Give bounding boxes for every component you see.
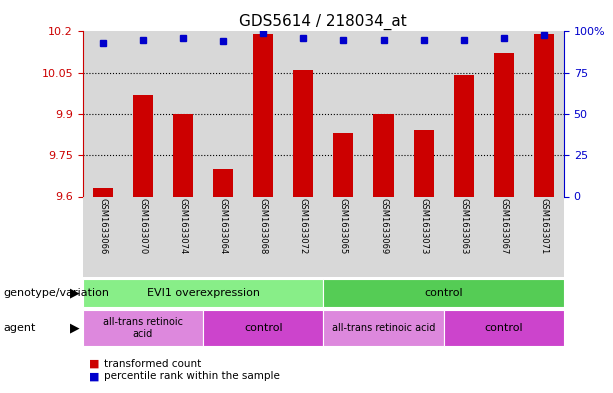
Bar [444,31,484,196]
Bar [203,196,243,277]
Bar [123,31,163,196]
Text: GSM1633066: GSM1633066 [98,198,107,255]
Bar [324,279,564,307]
Bar [524,31,564,196]
Text: control: control [424,288,463,298]
Bar [163,31,203,196]
Text: ■: ■ [89,371,99,382]
Text: all-trans retinoic
acid: all-trans retinoic acid [103,318,183,339]
Bar [123,196,163,277]
Text: GSM1633074: GSM1633074 [178,198,188,254]
Bar [243,31,283,196]
Bar [293,70,313,196]
Bar [324,31,364,196]
Text: agent: agent [3,323,36,333]
Bar [173,114,193,196]
Bar [333,133,354,196]
Bar [403,31,444,196]
Bar [83,196,123,277]
Bar [484,196,524,277]
Text: ▶: ▶ [70,286,80,299]
Bar [364,196,403,277]
Text: GSM1633070: GSM1633070 [139,198,147,254]
Bar [213,169,233,196]
Text: GSM1633071: GSM1633071 [539,198,549,254]
Text: EVI1 overexpression: EVI1 overexpression [147,288,259,298]
Bar [83,310,203,346]
Text: ▶: ▶ [70,321,80,335]
Text: GSM1633073: GSM1633073 [419,198,428,255]
Bar [203,310,324,346]
Bar [93,188,113,196]
Bar [454,75,474,196]
Bar [444,310,564,346]
Bar [494,53,514,196]
Bar [534,34,554,197]
Text: control: control [244,323,283,333]
Text: GSM1633064: GSM1633064 [219,198,227,254]
Bar [414,130,433,196]
Text: all-trans retinoic acid: all-trans retinoic acid [332,323,435,333]
Bar [364,31,403,196]
Bar [283,196,324,277]
Text: GSM1633063: GSM1633063 [459,198,468,255]
Bar [163,196,203,277]
Bar [253,34,273,197]
Bar [283,31,324,196]
Bar [403,196,444,277]
Bar [484,31,524,196]
Bar [524,196,564,277]
Text: genotype/variation: genotype/variation [3,288,109,298]
Bar [133,95,153,196]
Text: transformed count: transformed count [104,358,202,369]
Text: percentile rank within the sample: percentile rank within the sample [104,371,280,382]
Bar [243,196,283,277]
Bar [373,114,394,196]
Bar [83,279,324,307]
Text: GSM1633072: GSM1633072 [299,198,308,254]
Bar [203,31,243,196]
Text: GSM1633067: GSM1633067 [500,198,508,255]
Bar [83,31,123,196]
Text: control: control [484,323,523,333]
Text: GSM1633065: GSM1633065 [339,198,348,254]
Bar [444,196,484,277]
Text: GSM1633069: GSM1633069 [379,198,388,254]
Bar [324,310,444,346]
Text: ■: ■ [89,358,99,369]
Title: GDS5614 / 218034_at: GDS5614 / 218034_at [240,14,407,30]
Text: GSM1633068: GSM1633068 [259,198,268,255]
Bar [324,196,364,277]
